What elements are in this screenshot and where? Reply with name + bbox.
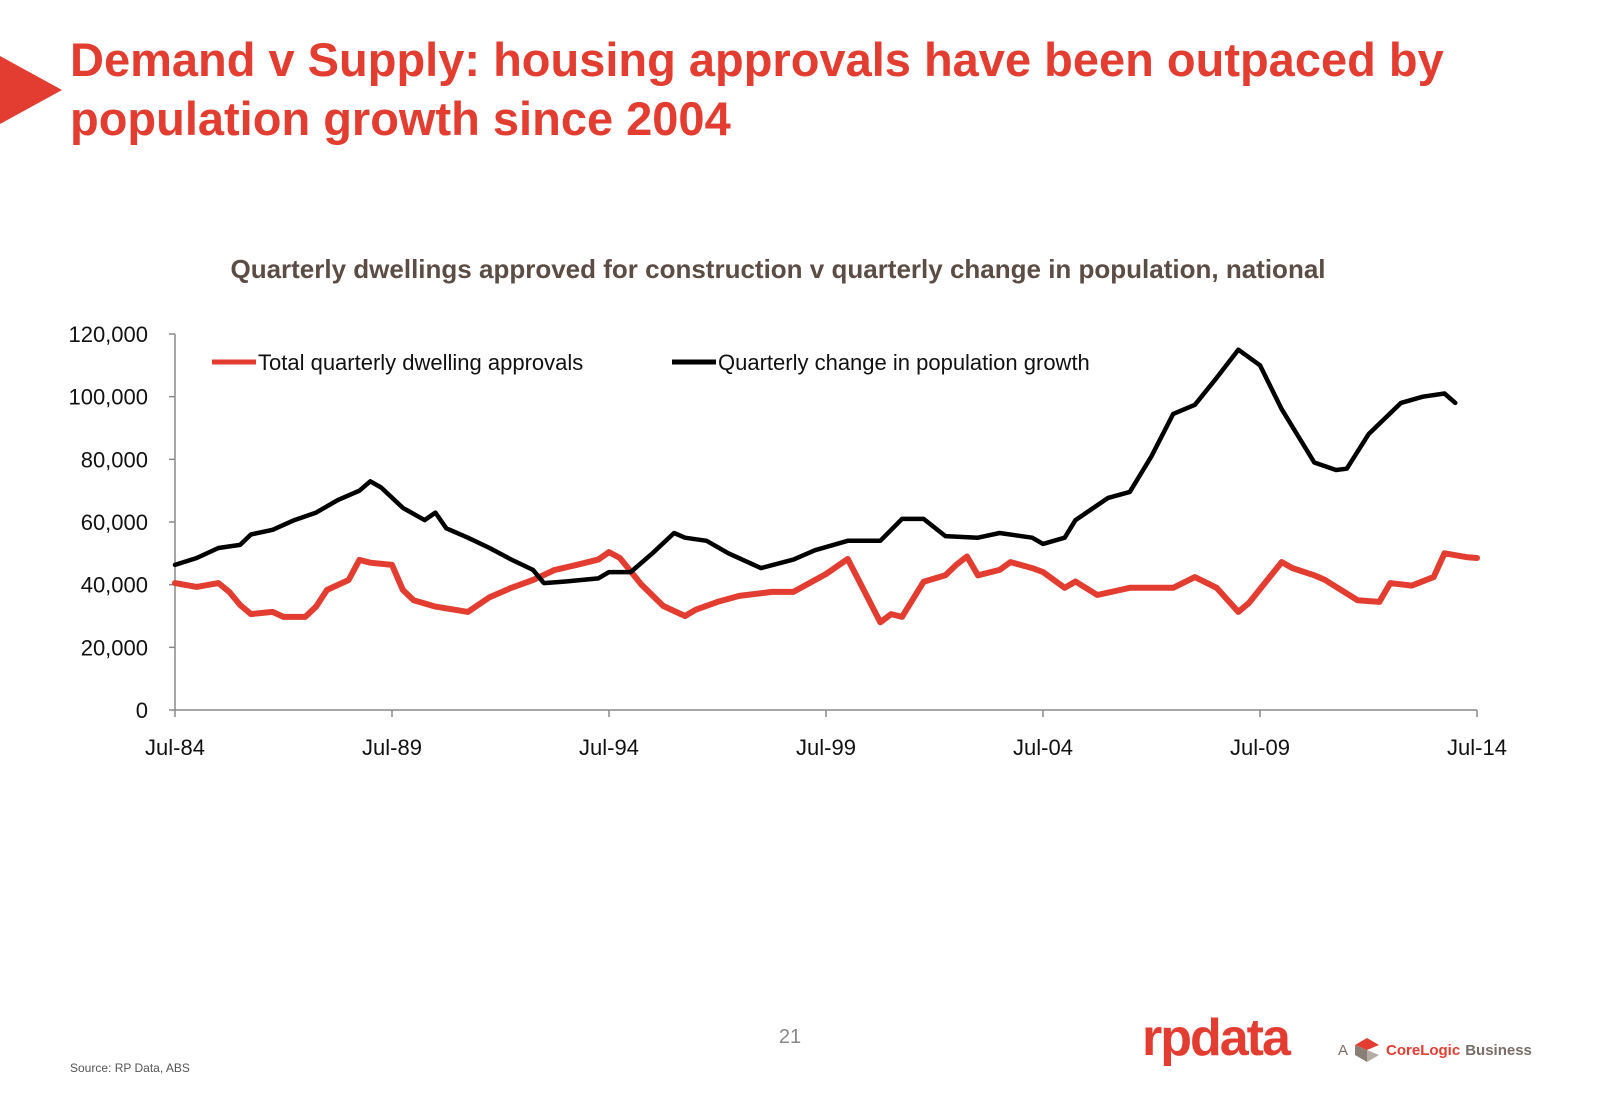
y-tick-label: 40,000 <box>81 573 148 598</box>
tagline-suffix: Business <box>1465 1041 1532 1059</box>
x-tick-label: Jul-04 <box>1013 735 1073 760</box>
x-tick-label: Jul-14 <box>1447 735 1507 760</box>
chart-title: Quarterly dwellings approved for constru… <box>230 254 1326 284</box>
series-line-approvals <box>172 549 1480 626</box>
y-tick-label: 100,000 <box>68 385 148 410</box>
y-tick-label: 80,000 <box>81 447 148 472</box>
y-tick-label: 20,000 <box>81 635 148 660</box>
series-line-population <box>172 347 1458 586</box>
x-tick-label: Jul-89 <box>362 735 422 760</box>
x-tick-label: Jul-99 <box>796 735 856 760</box>
slide-title: Demand v Supply: housing approvals have … <box>70 33 1444 145</box>
rpdata-logo: rpdata <box>1142 1009 1291 1067</box>
slide-marker-triangle-icon <box>0 56 62 124</box>
legend-label-population: Quarterly change in population growth <box>718 350 1090 375</box>
tagline-prefix: A <box>1338 1041 1349 1059</box>
y-tick-label: 0 <box>136 698 148 723</box>
source-note: Source: RP Data, ABS <box>70 1061 190 1075</box>
x-tick-label: Jul-84 <box>145 735 205 760</box>
corelogic-tagline: A CoreLogic Business <box>1338 1036 1532 1064</box>
corelogic-cube-icon <box>1355 1038 1380 1062</box>
x-tick-label: Jul-09 <box>1230 735 1290 760</box>
y-tick-label: 60,000 <box>81 510 148 535</box>
line-chart: 0 20,000 40,000 60,000 80,000 100,000 120,000 J… <box>68 322 1506 760</box>
chart-series <box>172 347 1480 626</box>
x-tick-label: Jul-94 <box>579 735 639 760</box>
chart-legend: Total quarterly dwelling approvals Quart… <box>212 350 1090 375</box>
y-tick-label: 120,000 <box>68 322 148 347</box>
chart-axes: 0 20,000 40,000 60,000 80,000 100,000 120,000 J… <box>68 322 1506 760</box>
page-number: 21 <box>778 1026 802 1048</box>
tagline-brand: CoreLogic <box>1386 1041 1461 1059</box>
legend-label-approvals: Total quarterly dwelling approvals <box>258 350 583 375</box>
